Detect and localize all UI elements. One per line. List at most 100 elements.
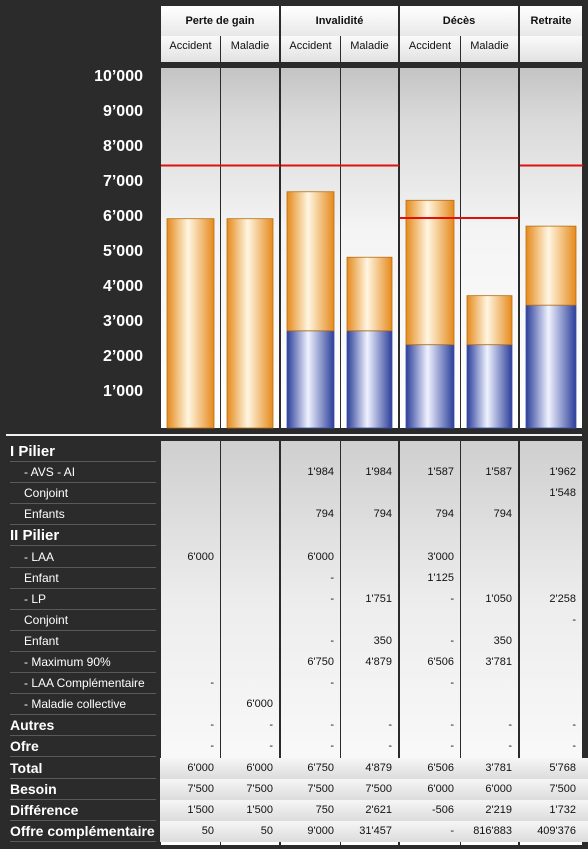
table-cell: 1'125 <box>427 571 454 584</box>
table-cell <box>341 483 392 504</box>
row-label: II Pilier <box>10 525 156 547</box>
table-cell: 2'621 <box>365 803 392 816</box>
table-cell <box>341 568 392 589</box>
table-cell <box>161 610 214 631</box>
summary-row-band <box>160 757 588 779</box>
table-cell <box>400 694 454 715</box>
table-cell <box>400 441 454 462</box>
table-cell <box>400 525 454 546</box>
table-cell: 9'000 <box>307 824 334 837</box>
table-cell: 6'506 <box>427 761 454 774</box>
table-cell: - <box>269 740 273 753</box>
table-cell: 6'000 <box>307 550 334 563</box>
table-cell: 816'883 <box>473 824 512 837</box>
table-cell: - <box>330 719 334 732</box>
table-cell: 1'500 <box>246 803 273 816</box>
table-cell: 3'781 <box>485 656 512 668</box>
chart-column-bg <box>281 68 340 428</box>
subgroup-header: Accident <box>161 36 220 62</box>
table-cell: 6'000 <box>187 761 214 774</box>
table-cell: 1'050 <box>485 592 512 605</box>
table-cell: - <box>572 613 576 626</box>
table-cell <box>221 504 273 525</box>
y-tick-label: 9’000 <box>102 103 143 120</box>
table-cell: 6'000 <box>246 698 273 711</box>
row-label: Ofre <box>10 736 156 758</box>
table-cell: - <box>450 824 454 837</box>
table-cell <box>221 652 273 673</box>
table-cell: 750 <box>315 803 334 816</box>
subgroup-header: Accident <box>281 36 340 62</box>
table-cell: 4'879 <box>365 761 392 774</box>
row-label: Besoin <box>10 779 156 800</box>
y-tick-label: 5’000 <box>102 243 143 260</box>
subgroup-header: Maladie <box>221 36 279 62</box>
row-label: Enfant <box>10 568 156 589</box>
table-cell <box>221 589 273 610</box>
table-cell: - <box>572 740 576 753</box>
row-label: - Maximum 90% <box>10 652 156 673</box>
chart-column-bg <box>221 68 279 428</box>
row-label: Conjoint <box>10 610 156 631</box>
table-cell: 2'258 <box>549 592 576 605</box>
table-cell <box>341 694 392 715</box>
table-cell <box>461 673 512 694</box>
table-cell: - <box>450 634 454 647</box>
row-label: Offre complémentaire <box>10 821 156 842</box>
table-cell: - <box>508 719 512 732</box>
table-cell <box>221 568 273 589</box>
table-cell: 6'750 <box>307 656 334 668</box>
table-cell: - <box>210 719 214 732</box>
table-cell <box>520 504 576 525</box>
table-cell: 1'732 <box>549 803 576 816</box>
table-cell <box>221 483 273 504</box>
row-label: - LP <box>10 589 156 610</box>
table-cell: 1'984 <box>307 466 334 479</box>
table-cell: 6'000 <box>427 782 454 795</box>
table-cell <box>520 525 576 546</box>
table-cell <box>400 483 454 504</box>
group-header: Décès <box>400 6 518 36</box>
table-cell <box>461 568 512 589</box>
table-cell: 1'548 <box>549 487 576 500</box>
group-header: Retraite <box>520 6 582 36</box>
table-cell <box>221 441 273 462</box>
table-cell <box>161 504 214 525</box>
y-tick-label: 1’000 <box>102 383 143 400</box>
table-cell: - <box>269 719 273 732</box>
table-cell <box>341 673 392 694</box>
subgroup-header: Maladie <box>341 36 398 62</box>
table-cell <box>221 610 273 631</box>
row-label: - LAA <box>10 547 156 568</box>
table-cell: 50 <box>260 824 273 837</box>
table-cell: - <box>330 592 334 605</box>
row-label: - AVS - AI <box>10 462 156 484</box>
table-cell: - <box>210 677 214 690</box>
table-cell <box>221 462 273 483</box>
table-cell <box>461 525 512 546</box>
subgroup-header: Maladie <box>461 36 518 62</box>
table-cell: - <box>450 740 454 753</box>
table-cell <box>161 694 214 715</box>
summary-row-band <box>160 778 588 800</box>
chart-table-divider <box>6 434 582 436</box>
table-cell: -506 <box>431 803 454 816</box>
table-cell: 409'376 <box>537 824 576 837</box>
table-cell <box>281 525 334 546</box>
table-cell <box>161 568 214 589</box>
table-cell: 7'500 <box>307 782 334 795</box>
table-cell: 6'000 <box>246 761 273 774</box>
table-cell: 7'500 <box>246 782 273 795</box>
table-cell <box>520 568 576 589</box>
table-cell: 7'500 <box>187 782 214 795</box>
table-cell: 2'219 <box>485 803 512 816</box>
table-cell: 6'750 <box>307 761 334 774</box>
table-cell: 794 <box>493 508 512 521</box>
row-label: - Maladie collective <box>10 694 156 716</box>
table-cell: - <box>572 719 576 732</box>
table-cell <box>161 631 214 652</box>
table-cell <box>281 610 334 631</box>
y-tick-label: 2’000 <box>102 348 143 365</box>
table-cell <box>520 441 576 462</box>
table-cell: - <box>450 719 454 732</box>
